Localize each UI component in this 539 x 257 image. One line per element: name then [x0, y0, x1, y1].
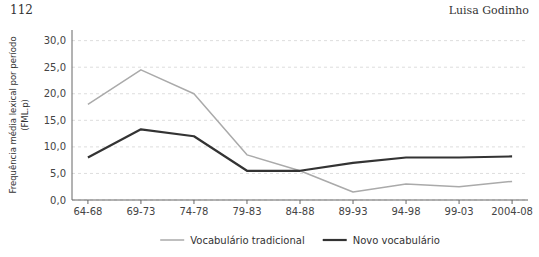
legend-item: Vocabulário tradicional — [160, 235, 305, 246]
legend-label: Vocabulário tradicional — [190, 235, 305, 246]
series-line — [88, 70, 512, 192]
y-tick-label: 0,0 — [50, 195, 66, 206]
header-text: Luisa Godinho — [449, 4, 530, 17]
x-tick-label: 69-73 — [126, 206, 155, 217]
x-tick — [87, 200, 88, 204]
x-tick-label: 74-78 — [179, 206, 208, 217]
y-tick-label: 15,0 — [44, 115, 66, 126]
y-tick-label: 30,0 — [44, 35, 66, 46]
plot-area — [88, 70, 512, 192]
x-tick-label: 2004-08 — [491, 206, 533, 217]
legend-item: Novo vocabulário — [323, 235, 440, 246]
legend-swatch — [323, 239, 347, 241]
y-label-line: Frequência média lexical por período — [8, 36, 18, 193]
x-tick-label: 89-93 — [338, 206, 367, 217]
grid-line — [72, 120, 528, 121]
grid-line — [72, 93, 528, 94]
y-tick-label: 25,0 — [44, 62, 66, 73]
grid-line — [72, 146, 528, 147]
x-tick — [140, 200, 141, 204]
chart: 112 Luisa Godinho 0,0 5,0 10,0 15,0 20,0 25,0 30… — [0, 0, 539, 257]
x-tick — [512, 200, 513, 204]
grid-line — [72, 173, 528, 174]
series-line — [88, 129, 512, 170]
x-tick-label: 79-83 — [232, 206, 261, 217]
x-tick-label: 94-98 — [392, 206, 421, 217]
x-tick — [353, 200, 354, 204]
x-tick — [406, 200, 407, 204]
x-tick — [300, 200, 301, 204]
y-tick-label: 10,0 — [44, 141, 66, 152]
y-label: Frequência média lexical por período(FML… — [8, 36, 30, 193]
legend-label: Novo vocabulário — [353, 235, 440, 246]
y-label-line: (FML.p) — [20, 99, 30, 131]
legend: Vocabulário tradicional Novo vocabulário — [160, 235, 440, 246]
x-tick — [193, 200, 194, 204]
y-label-group: Frequência média lexical por período(FML… — [8, 36, 30, 193]
header-text: 112 — [10, 3, 33, 17]
x-tick — [459, 200, 460, 204]
y-axis — [72, 30, 73, 200]
y-tick-label: 5,0 — [50, 168, 66, 179]
x-tick-label: 64-68 — [73, 206, 102, 217]
x-tick-label: 99-03 — [445, 206, 474, 217]
x-tick-label: 84-88 — [285, 206, 314, 217]
grid-line — [72, 67, 528, 68]
legend-swatch — [160, 239, 184, 241]
x-tick — [246, 200, 247, 204]
y-tick-label: 20,0 — [44, 88, 66, 99]
grid-line — [72, 40, 528, 41]
